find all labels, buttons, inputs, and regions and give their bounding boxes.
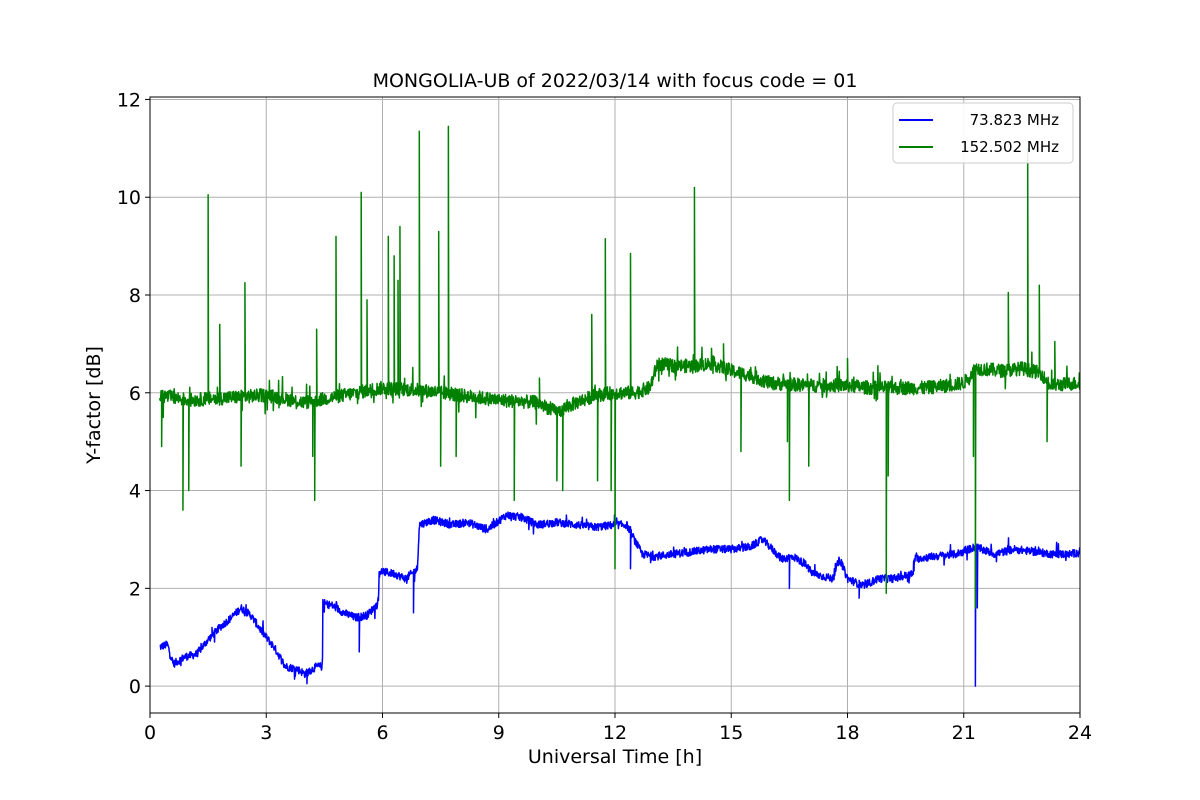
y-tick-label: 8 bbox=[129, 285, 141, 307]
y-axis: 0 2 4 6 8 10 12 bbox=[117, 89, 150, 698]
y-tick-label: 6 bbox=[129, 383, 141, 405]
x-tick-label: 0 bbox=[144, 722, 156, 744]
legend-label: 152.502 MHz bbox=[960, 138, 1059, 156]
y-tick-label: 2 bbox=[129, 578, 141, 600]
x-tick-label: 3 bbox=[260, 722, 272, 744]
x-axis: 0 3 6 9 12 15 18 21 24 bbox=[144, 713, 1092, 744]
y-tick-label: 0 bbox=[129, 676, 141, 698]
legend-label: 73.823 MHz bbox=[970, 111, 1059, 129]
y-tick-label: 12 bbox=[117, 89, 141, 111]
x-tick-label: 18 bbox=[835, 722, 859, 744]
y-axis-label: Y-factor [dB] bbox=[83, 346, 105, 465]
x-tick-label: 12 bbox=[603, 722, 627, 744]
y-tick-label: 4 bbox=[129, 481, 141, 503]
y-tick-label: 10 bbox=[117, 187, 141, 209]
legend: 73.823 MHz 152.502 MHz bbox=[892, 102, 1074, 164]
series-line-1 bbox=[159, 511, 1080, 687]
series-layer bbox=[158, 125, 1080, 687]
x-tick-label: 6 bbox=[376, 722, 388, 744]
x-tick-label: 21 bbox=[952, 722, 976, 744]
x-axis-label: Universal Time [h] bbox=[528, 746, 702, 768]
x-tick-label: 15 bbox=[719, 722, 743, 744]
legend-box bbox=[892, 102, 1074, 164]
series-line-2 bbox=[158, 125, 1080, 609]
chart-title: MONGOLIA-UB of 2022/03/14 with focus cod… bbox=[373, 70, 858, 92]
x-tick-label: 24 bbox=[1068, 722, 1092, 744]
x-tick-label: 9 bbox=[493, 722, 505, 744]
